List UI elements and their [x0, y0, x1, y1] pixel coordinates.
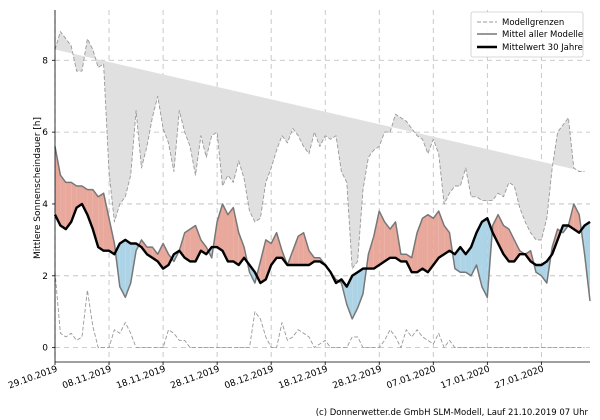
x-tick-label: 08.11.2019 [61, 364, 113, 391]
fill-above [233, 207, 239, 266]
fill-above [384, 221, 391, 262]
fill-above [76, 186, 83, 208]
legend-label-mittel-modelle: Mittel aller Modelle [502, 30, 583, 40]
y-tick-label: 2 [42, 272, 48, 282]
x-tick-label: 17.01.2020 [440, 364, 492, 391]
y-tick-label: 6 [42, 128, 48, 138]
fill-below [125, 239, 131, 298]
fill-above [55, 146, 61, 226]
x-tick-label: 28.12.2019 [331, 364, 383, 391]
x-tick-label: 18.11.2019 [115, 364, 167, 391]
legend-label-mittelwert-30: Mittelwert 30 Jahre [502, 43, 583, 53]
fill-above [184, 229, 191, 262]
grid [54, 10, 590, 362]
fill-above [444, 225, 450, 255]
fill-above [82, 186, 88, 215]
fill-above [573, 203, 580, 233]
fill-above [265, 239, 272, 280]
fill-above [60, 175, 66, 230]
legend: Modellgrenzen Mittel aller Modelle Mitte… [470, 11, 584, 58]
fill-above [390, 221, 396, 258]
fill-above [492, 214, 499, 244]
fill-above [65, 182, 72, 230]
credit-text: (c) Donnerwetter.de GmbH SLM-Modell, Lau… [316, 408, 589, 418]
fill-above [163, 243, 169, 269]
fill-below [481, 218, 488, 298]
fill-above [71, 182, 77, 222]
fill-above [303, 232, 309, 266]
y-tick-label: 8 [42, 56, 48, 66]
model-band-area [55, 31, 585, 269]
fill-above [260, 239, 266, 283]
mean-models-line [54, 146, 591, 320]
fill-above [417, 218, 423, 273]
mean-30-years-line [53, 202, 591, 288]
fill-above [217, 203, 223, 251]
fill-below [357, 268, 364, 309]
fill-above [373, 211, 380, 269]
fill-above [238, 232, 245, 266]
x-tick-label: 29.10.2019 [7, 364, 59, 391]
x-tick-label: 28.11.2019 [169, 364, 221, 391]
fill-below [249, 265, 255, 283]
model-limit-lower-line [54, 272, 585, 349]
x-tick-label: 07.01.2020 [385, 364, 437, 391]
model-limit-upper-line [54, 31, 585, 270]
fill-above [400, 254, 407, 262]
x-tick-label: 08.12.2019 [223, 364, 275, 391]
fill-above [422, 214, 428, 273]
fill-above [103, 193, 110, 251]
y-axis-label: Mittlere Sonnenscheindauer [h] [33, 117, 43, 259]
fill-below [584, 221, 590, 301]
fill-above [222, 203, 228, 262]
fill-above [379, 211, 385, 266]
fill-above [98, 193, 104, 251]
x-tick-label: 27.01.2020 [494, 364, 546, 391]
fill-above [87, 189, 93, 230]
fill-above [292, 236, 299, 266]
x-tick-label: 18.12.2019 [277, 364, 329, 391]
y-tick-label: 4 [42, 200, 48, 210]
y-tick-label: 0 [42, 344, 48, 354]
fill-above [190, 225, 196, 262]
fill-below [535, 265, 542, 276]
model-band [55, 31, 585, 269]
fill-above [503, 225, 509, 262]
fill-below [352, 272, 358, 319]
fill-below [119, 239, 126, 298]
fill-above [298, 232, 304, 266]
fill-above [433, 211, 439, 266]
fill-above [368, 236, 374, 269]
fill-above [427, 214, 434, 273]
series-lines [53, 31, 591, 349]
legend-label-modellgrenzen: Modellgrenzen [502, 18, 564, 28]
legend-box [470, 11, 584, 58]
fill-above [227, 207, 234, 262]
